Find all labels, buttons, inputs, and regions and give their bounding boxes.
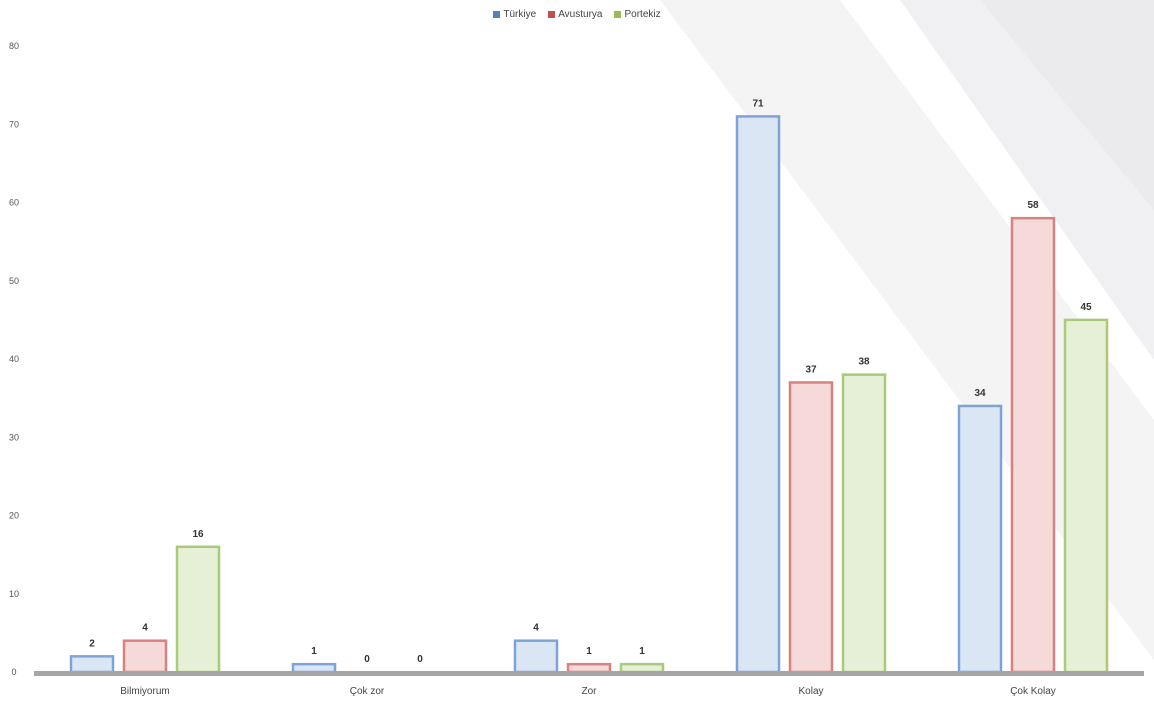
legend-item: Portekiz <box>614 9 661 20</box>
y-tick-label: 70 <box>9 119 19 129</box>
data-label: 71 <box>752 98 764 109</box>
legend-label: Türkiye <box>503 9 537 20</box>
bar <box>1010 216 1056 674</box>
bar <box>788 381 834 674</box>
bar <box>735 115 781 674</box>
bar <box>566 662 612 674</box>
data-label: 38 <box>858 357 870 368</box>
y-tick-label: 80 <box>9 41 19 51</box>
bar <box>175 545 221 674</box>
data-label: 58 <box>1027 200 1039 211</box>
legend: Türkiye Avusturya Portekiz <box>0 9 1154 20</box>
x-tick-label: Bilmiyorum <box>120 686 169 697</box>
data-label: 0 <box>417 654 423 665</box>
bar <box>122 639 168 674</box>
bar <box>841 373 887 674</box>
y-tick-label: 40 <box>9 354 19 364</box>
data-label: 4 <box>142 623 148 634</box>
data-labels: 2 4 16 1 0 0 4 1 1 71 37 38 34 58 45 <box>89 98 1092 665</box>
y-tick-label: 30 <box>9 432 19 442</box>
bar <box>69 655 115 674</box>
legend-swatch <box>548 11 556 18</box>
x-tick-label: Çok Kolay <box>1010 686 1056 697</box>
x-tick-label: Kolay <box>798 686 823 697</box>
data-label: 1 <box>311 646 317 657</box>
data-label: 2 <box>89 638 95 649</box>
background-stripe <box>980 0 1154 210</box>
x-axis-ticks: Bilmiyorum Çok zor Zor Kolay Çok Kolay <box>120 686 1056 697</box>
legend-label: Portekiz <box>624 9 661 20</box>
x-axis-line <box>34 671 1144 676</box>
y-axis-ticks: 0 10 20 30 40 50 60 70 80 <box>9 41 19 677</box>
y-tick-label: 20 <box>9 511 19 521</box>
data-label: 16 <box>192 529 204 540</box>
y-tick-label: 0 <box>11 667 16 677</box>
legend-item: Avusturya <box>548 9 602 20</box>
data-label: 1 <box>586 646 592 657</box>
bar <box>291 662 337 674</box>
bar <box>513 639 559 674</box>
y-tick-label: 10 <box>9 589 19 599</box>
legend-label: Avusturya <box>558 9 603 20</box>
y-tick-label: 60 <box>9 198 19 208</box>
legend-swatch <box>614 11 622 18</box>
x-tick-label: Zor <box>582 686 598 697</box>
x-tick-label: Çok zor <box>350 686 385 697</box>
data-label: 0 <box>364 654 370 665</box>
data-label: 1 <box>639 646 645 657</box>
bar <box>619 662 665 674</box>
data-label: 4 <box>533 623 539 634</box>
legend-item: Türkiye <box>493 9 536 20</box>
legend-swatch <box>493 11 501 18</box>
data-label: 34 <box>974 388 986 399</box>
bar <box>1063 318 1109 674</box>
data-label: 37 <box>805 364 817 375</box>
bars <box>69 115 1109 674</box>
bar <box>957 404 1003 674</box>
data-label: 45 <box>1080 302 1092 313</box>
y-tick-label: 50 <box>9 276 19 286</box>
